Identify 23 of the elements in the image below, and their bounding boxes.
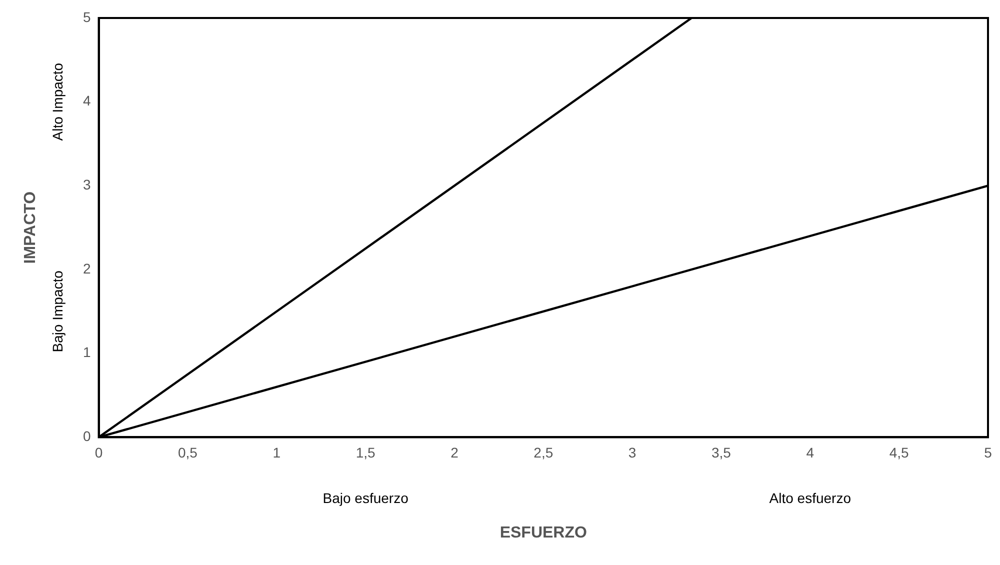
y-tick-label: 4 <box>82 92 91 109</box>
x-tick-label: 0,5 <box>178 444 198 460</box>
text: Alto Impacto <box>50 62 66 141</box>
y-tick-label: 2 <box>82 260 91 276</box>
x-tick-label: 4,5 <box>889 444 910 460</box>
x-tick-label: 1,5 <box>356 444 376 460</box>
x-tick-label: 3,5 <box>712 444 732 460</box>
y-axis-title: IMPACTO <box>22 191 40 264</box>
y-tick-label: 0 <box>82 428 91 444</box>
x-tick-label: 2,5 <box>534 444 554 460</box>
text: Bajo esfuerzo <box>322 490 409 506</box>
y-tick-label: 5 <box>82 8 91 25</box>
x-axis-title: ESFUERZO <box>500 524 587 542</box>
y-tick-label: 3 <box>82 176 91 193</box>
text: Bajo Impacto <box>50 270 66 352</box>
y-tick-label: 1 <box>82 344 91 360</box>
x-tick-label: 5 <box>984 444 992 460</box>
x-tick-label: 1 <box>272 444 281 460</box>
x-tick-label: 4 <box>806 444 814 460</box>
text: Alto esfuerzo <box>769 490 852 506</box>
x-tick-label: 3 <box>628 444 636 460</box>
x-tick-label: 2 <box>450 444 459 460</box>
x-tick-label: 0 <box>94 444 103 460</box>
